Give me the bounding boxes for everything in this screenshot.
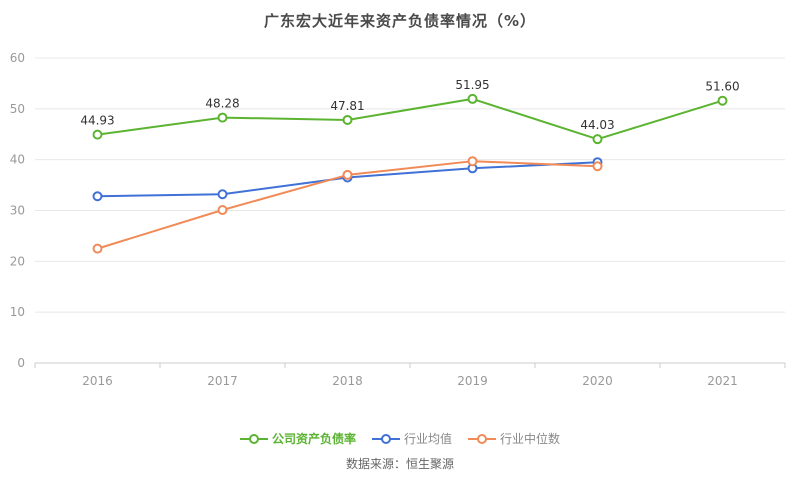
data-point <box>92 129 103 140</box>
data-label: 48.28 <box>205 97 239 111</box>
y-tick-label: 0 <box>17 356 25 370</box>
y-tick-label: 30 <box>10 204 25 218</box>
chart-title: 广东宏大近年来资产负债率情况（%） <box>263 12 537 30</box>
y-tick-label: 60 <box>10 51 25 65</box>
y-tick-label: 20 <box>10 254 25 268</box>
data-point <box>342 169 353 180</box>
data-point <box>592 134 603 145</box>
legend-marker-icon <box>371 433 400 444</box>
data-point <box>717 95 728 106</box>
legend-label: 公司资产负债率 <box>271 432 356 446</box>
legend-item-行业均值[interactable]: 行业均值 <box>371 430 452 447</box>
data-point <box>592 161 603 172</box>
data-label: 44.03 <box>580 118 614 132</box>
legend-item-行业中位数[interactable]: 行业中位数 <box>468 430 560 447</box>
data-point <box>217 112 228 123</box>
x-tick-label: 2016 <box>82 374 113 388</box>
x-tick-label: 2021 <box>707 374 738 388</box>
data-point <box>342 114 353 125</box>
legend-item-公司资产负债率[interactable]: 公司资产负债率 <box>239 430 356 447</box>
data-point <box>217 204 228 215</box>
x-tick-label: 2018 <box>332 374 363 388</box>
x-tick-label: 2019 <box>457 374 488 388</box>
data-point <box>92 191 103 202</box>
data-point <box>217 189 228 200</box>
data-label: 51.60 <box>705 80 739 94</box>
y-tick-label: 40 <box>10 153 25 167</box>
data-label: 47.81 <box>330 99 364 113</box>
legend: 公司资产负债率 行业均值 行业中位数 <box>0 430 800 447</box>
data-label: 44.93 <box>80 114 114 128</box>
legend-label: 行业均值 <box>403 432 452 446</box>
data-point <box>467 93 478 104</box>
legend-marker-icon <box>468 433 496 444</box>
y-tick-label: 50 <box>10 102 25 116</box>
legend-marker-icon <box>239 433 268 444</box>
series-line-公司资产负债率 <box>97 97 723 141</box>
data-point <box>467 156 478 167</box>
data-source: 数据来源：恒生聚源 <box>345 457 454 471</box>
y-tick-label: 10 <box>10 305 25 319</box>
data-label: 51.95 <box>455 78 489 92</box>
line-chart: 0 10 20 30 40 50 60 2016 2017 2018 2019 2020 2021 44.… <box>10 51 786 388</box>
data-point <box>92 243 103 254</box>
legend-label: 行业中位数 <box>500 432 561 446</box>
x-tick-label: 2017 <box>207 374 238 388</box>
x-tick-label: 2020 <box>582 374 613 388</box>
